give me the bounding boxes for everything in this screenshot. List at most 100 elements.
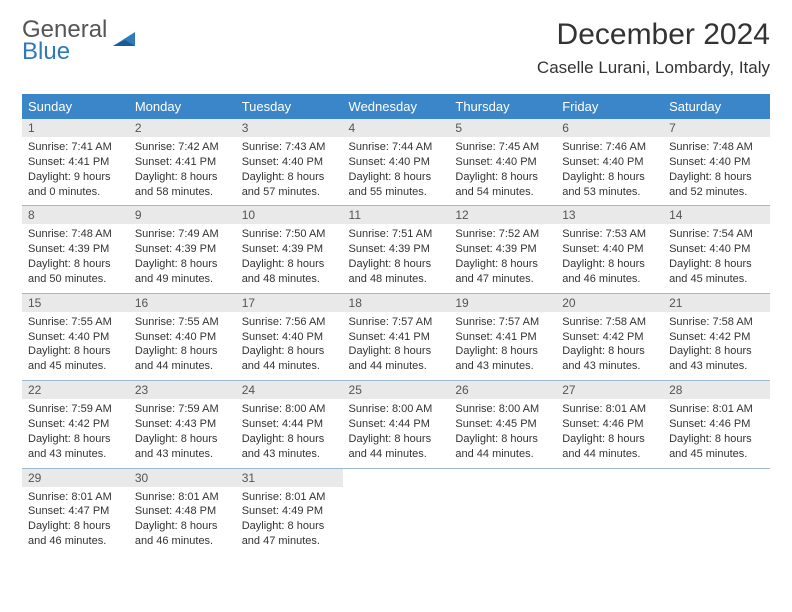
- calendar-cell: 27Sunrise: 8:01 AMSunset: 4:46 PMDayligh…: [556, 381, 663, 468]
- day-number: 2: [129, 119, 236, 137]
- sunset: Sunset: 4:42 PM: [562, 330, 657, 345]
- sunrise: Sunrise: 8:01 AM: [562, 402, 657, 417]
- day-number: 5: [449, 119, 556, 137]
- sunrise: Sunrise: 8:00 AM: [242, 402, 337, 417]
- logo-text: General Blue: [22, 18, 107, 64]
- day-number: 15: [22, 294, 129, 312]
- sunrise: Sunrise: 8:01 AM: [242, 490, 337, 505]
- day-header: Monday: [129, 94, 236, 119]
- sunset: Sunset: 4:40 PM: [562, 155, 657, 170]
- day-number: 19: [449, 294, 556, 312]
- day-number: 11: [343, 206, 450, 224]
- sunset: Sunset: 4:43 PM: [135, 417, 230, 432]
- day-body: Sunrise: 8:01 AMSunset: 4:46 PMDaylight:…: [556, 399, 663, 467]
- day-body: Sunrise: 7:57 AMSunset: 4:41 PMDaylight:…: [449, 312, 556, 380]
- sunset: Sunset: 4:40 PM: [562, 242, 657, 257]
- calendar-cell: 3Sunrise: 7:43 AMSunset: 4:40 PMDaylight…: [236, 119, 343, 206]
- sunrise: Sunrise: 7:53 AM: [562, 227, 657, 242]
- day-number: 25: [343, 381, 450, 399]
- sunrise: Sunrise: 7:55 AM: [28, 315, 123, 330]
- daylight: Daylight: 8 hours and 50 minutes.: [28, 257, 123, 287]
- day-body: Sunrise: 7:49 AMSunset: 4:39 PMDaylight:…: [129, 224, 236, 292]
- calendar-cell: 17Sunrise: 7:56 AMSunset: 4:40 PMDayligh…: [236, 293, 343, 380]
- sunset: Sunset: 4:40 PM: [349, 155, 444, 170]
- day-number: 13: [556, 206, 663, 224]
- calendar-cell: 22Sunrise: 7:59 AMSunset: 4:42 PMDayligh…: [22, 381, 129, 468]
- day-body: Sunrise: 7:45 AMSunset: 4:40 PMDaylight:…: [449, 137, 556, 205]
- header: General Blue December 2024 Caselle Luran…: [22, 18, 770, 78]
- day-body: Sunrise: 8:00 AMSunset: 4:44 PMDaylight:…: [236, 399, 343, 467]
- sunrise: Sunrise: 7:45 AM: [455, 140, 550, 155]
- sunrise: Sunrise: 7:44 AM: [349, 140, 444, 155]
- sunset: Sunset: 4:41 PM: [455, 330, 550, 345]
- daylight: Daylight: 8 hours and 45 minutes.: [669, 432, 764, 462]
- sunset: Sunset: 4:40 PM: [669, 155, 764, 170]
- logo: General Blue: [22, 18, 137, 64]
- daylight: Daylight: 8 hours and 43 minutes.: [242, 432, 337, 462]
- daylight: Daylight: 8 hours and 44 minutes.: [349, 432, 444, 462]
- day-header: Wednesday: [343, 94, 450, 119]
- sunrise: Sunrise: 7:52 AM: [455, 227, 550, 242]
- daylight: Daylight: 8 hours and 46 minutes.: [135, 519, 230, 549]
- location: Caselle Lurani, Lombardy, Italy: [537, 58, 770, 78]
- day-number: 9: [129, 206, 236, 224]
- daylight: Daylight: 8 hours and 43 minutes.: [455, 344, 550, 374]
- day-number: 29: [22, 469, 129, 487]
- calendar-cell: 8Sunrise: 7:48 AMSunset: 4:39 PMDaylight…: [22, 206, 129, 293]
- calendar-cell: 7Sunrise: 7:48 AMSunset: 4:40 PMDaylight…: [663, 119, 770, 206]
- sunset: Sunset: 4:49 PM: [242, 504, 337, 519]
- sunrise: Sunrise: 8:01 AM: [669, 402, 764, 417]
- daylight: Daylight: 8 hours and 53 minutes.: [562, 170, 657, 200]
- sunrise: Sunrise: 7:55 AM: [135, 315, 230, 330]
- day-body: Sunrise: 7:55 AMSunset: 4:40 PMDaylight:…: [129, 312, 236, 380]
- sunset: Sunset: 4:39 PM: [349, 242, 444, 257]
- daylight: Daylight: 8 hours and 43 minutes.: [562, 344, 657, 374]
- daylight: Daylight: 8 hours and 44 minutes.: [349, 344, 444, 374]
- daylight: Daylight: 8 hours and 44 minutes.: [455, 432, 550, 462]
- sunrise: Sunrise: 7:59 AM: [28, 402, 123, 417]
- daylight: Daylight: 8 hours and 52 minutes.: [669, 170, 764, 200]
- calendar-week: 8Sunrise: 7:48 AMSunset: 4:39 PMDaylight…: [22, 206, 770, 293]
- day-body: Sunrise: 8:00 AMSunset: 4:44 PMDaylight:…: [343, 399, 450, 467]
- sunrise: Sunrise: 7:58 AM: [562, 315, 657, 330]
- calendar-cell: ..: [663, 468, 770, 555]
- daylight: Daylight: 9 hours and 0 minutes.: [28, 170, 123, 200]
- calendar-cell: 2Sunrise: 7:42 AMSunset: 4:41 PMDaylight…: [129, 119, 236, 206]
- day-number: 16: [129, 294, 236, 312]
- calendar-cell: 11Sunrise: 7:51 AMSunset: 4:39 PMDayligh…: [343, 206, 450, 293]
- sunrise: Sunrise: 7:48 AM: [669, 140, 764, 155]
- calendar-week: 15Sunrise: 7:55 AMSunset: 4:40 PMDayligh…: [22, 293, 770, 380]
- day-body: Sunrise: 7:44 AMSunset: 4:40 PMDaylight:…: [343, 137, 450, 205]
- sunset: Sunset: 4:48 PM: [135, 504, 230, 519]
- day-body: Sunrise: 7:42 AMSunset: 4:41 PMDaylight:…: [129, 137, 236, 205]
- sunset: Sunset: 4:42 PM: [669, 330, 764, 345]
- sunset: Sunset: 4:41 PM: [135, 155, 230, 170]
- day-body: Sunrise: 8:01 AMSunset: 4:48 PMDaylight:…: [129, 487, 236, 555]
- sunrise: Sunrise: 7:58 AM: [669, 315, 764, 330]
- daylight: Daylight: 8 hours and 47 minutes.: [242, 519, 337, 549]
- sunset: Sunset: 4:47 PM: [28, 504, 123, 519]
- sunset: Sunset: 4:45 PM: [455, 417, 550, 432]
- sunset: Sunset: 4:44 PM: [242, 417, 337, 432]
- day-body: Sunrise: 7:55 AMSunset: 4:40 PMDaylight:…: [22, 312, 129, 380]
- day-of-week-row: SundayMondayTuesdayWednesdayThursdayFrid…: [22, 94, 770, 119]
- day-body: Sunrise: 7:54 AMSunset: 4:40 PMDaylight:…: [663, 224, 770, 292]
- sunrise: Sunrise: 7:46 AM: [562, 140, 657, 155]
- daylight: Daylight: 8 hours and 48 minutes.: [349, 257, 444, 287]
- calendar-body: 1Sunrise: 7:41 AMSunset: 4:41 PMDaylight…: [22, 119, 770, 555]
- day-number: 17: [236, 294, 343, 312]
- day-header: Saturday: [663, 94, 770, 119]
- day-number: 27: [556, 381, 663, 399]
- calendar-cell: 21Sunrise: 7:58 AMSunset: 4:42 PMDayligh…: [663, 293, 770, 380]
- sunset: Sunset: 4:39 PM: [242, 242, 337, 257]
- sunset: Sunset: 4:40 PM: [669, 242, 764, 257]
- day-number: 8: [22, 206, 129, 224]
- sunset: Sunset: 4:39 PM: [455, 242, 550, 257]
- sunrise: Sunrise: 7:43 AM: [242, 140, 337, 155]
- daylight: Daylight: 8 hours and 49 minutes.: [135, 257, 230, 287]
- daylight: Daylight: 8 hours and 44 minutes.: [242, 344, 337, 374]
- day-number: 12: [449, 206, 556, 224]
- daylight: Daylight: 8 hours and 46 minutes.: [28, 519, 123, 549]
- calendar-cell: 1Sunrise: 7:41 AMSunset: 4:41 PMDaylight…: [22, 119, 129, 206]
- daylight: Daylight: 8 hours and 43 minutes.: [669, 344, 764, 374]
